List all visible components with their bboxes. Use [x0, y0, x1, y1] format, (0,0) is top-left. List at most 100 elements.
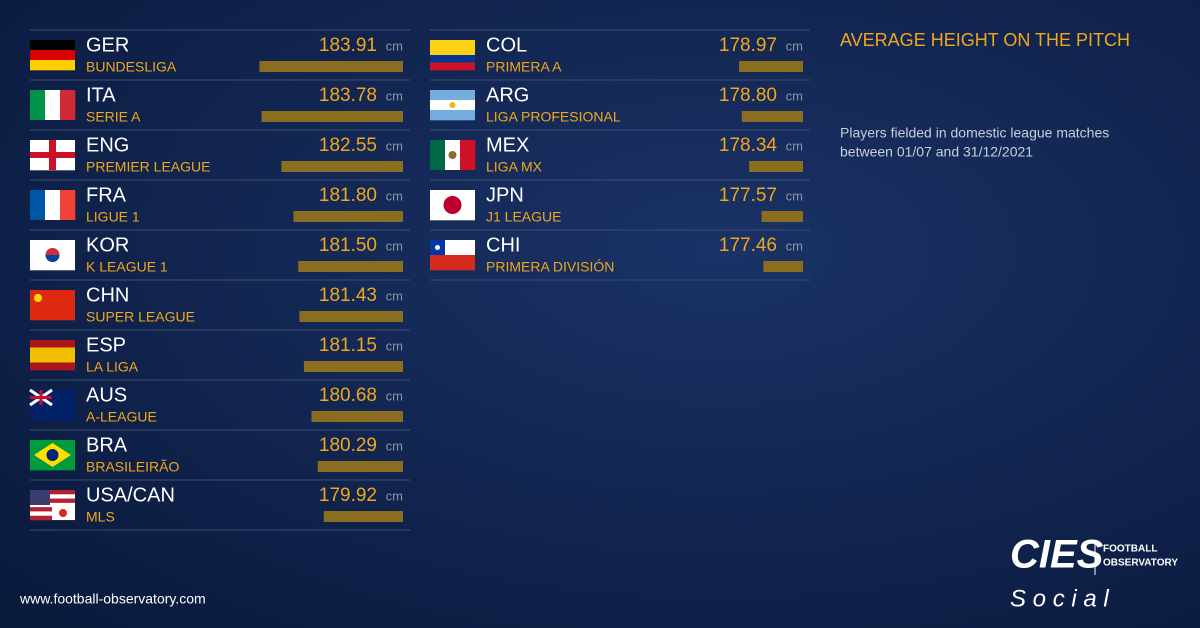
flag-part [45, 255, 60, 262]
subtitle: between 01/07 and 31/12/2021 [840, 144, 1033, 160]
flag-part [30, 362, 75, 371]
flag-part [30, 494, 75, 499]
bar [281, 161, 403, 172]
value-label: 179.92 [319, 485, 377, 506]
value-label: 182.55 [319, 135, 377, 156]
country-code: MEX [486, 134, 529, 156]
flag-part [430, 47, 475, 56]
unit-label: cm [786, 238, 803, 253]
flag-part [430, 62, 475, 71]
value-label: 178.34 [719, 135, 778, 156]
league-name: PRIMERA DIVISIÓN [486, 259, 614, 275]
league-name: K LEAGUE 1 [86, 259, 168, 275]
value-label: 181.15 [319, 335, 377, 356]
league-name: MLS [86, 509, 115, 525]
country-code: CHI [486, 234, 520, 256]
league-name: BRASILEIRÃO [86, 459, 179, 475]
flag-part [443, 196, 462, 214]
flag-part [460, 140, 476, 170]
bar [323, 511, 403, 522]
country-code: KOR [86, 234, 129, 256]
flag-part [30, 355, 75, 363]
value-label: 181.43 [319, 285, 377, 306]
unit-label: cm [386, 438, 403, 453]
league-name: LA LIGA [86, 359, 139, 375]
unit-label: cm [786, 188, 803, 203]
country-code: ESP [86, 334, 126, 356]
bar [299, 311, 403, 322]
country-code: COL [486, 34, 527, 56]
bar [741, 111, 803, 122]
country-code: CHN [86, 284, 129, 306]
country-code: FRA [86, 184, 127, 206]
league-name: LIGUE 1 [86, 209, 140, 225]
value-label: 177.46 [719, 235, 777, 256]
bar [293, 211, 403, 222]
flag-part [46, 449, 59, 461]
league-name: SERIE A [86, 109, 141, 125]
unit-label: cm [386, 138, 403, 153]
flag-part [435, 245, 440, 250]
league-name: PREMIER LEAGUE [86, 159, 210, 175]
flag-part [30, 340, 75, 348]
logo: CIES [1010, 533, 1104, 577]
flag-part [30, 90, 46, 120]
value-label: 181.80 [319, 185, 377, 206]
flag-part [45, 190, 61, 220]
unit-label: cm [786, 88, 803, 103]
tagline: S o c i a l [1010, 585, 1109, 612]
value-label: 178.97 [719, 35, 777, 56]
bar [763, 261, 803, 272]
subtitle: Players fielded in domestic league match… [840, 125, 1109, 141]
unit-label: cm [386, 38, 403, 53]
logo-sub: FOOTBALL [1103, 544, 1157, 555]
flag-part [30, 190, 46, 220]
value-label: 177.57 [719, 185, 777, 206]
bar [739, 61, 803, 72]
flag-part [30, 40, 75, 51]
unit-label: cm [386, 388, 403, 403]
bar [317, 461, 403, 472]
value-label: 181.50 [319, 235, 377, 256]
bar [261, 111, 403, 122]
flag-part [60, 190, 76, 220]
unit-label: cm [786, 138, 803, 153]
unit-label: cm [386, 88, 403, 103]
flag-part [30, 498, 75, 504]
league-name: SUPER LEAGUE [86, 309, 195, 325]
unit-label: cm [786, 38, 803, 53]
value-label: 183.78 [319, 85, 377, 106]
country-code: GER [86, 34, 129, 56]
league-name: LIGA PROFESIONAL [486, 109, 621, 125]
flag-part [430, 255, 475, 271]
league-name: LIGA MX [486, 159, 543, 175]
unit-label: cm [386, 188, 403, 203]
flag-part [60, 90, 76, 120]
flag-part [430, 140, 446, 170]
flag-part [34, 294, 42, 302]
value-label: 178.80 [719, 85, 777, 106]
bar [298, 261, 403, 272]
league-name: A-LEAGUE [86, 409, 157, 425]
logo-sub: OBSERVATORY [1103, 558, 1178, 569]
unit-label: cm [386, 338, 403, 353]
league-name: J1 LEAGUE [486, 209, 561, 225]
flag-part [448, 151, 457, 159]
flag-part [449, 102, 456, 108]
unit-label: cm [386, 488, 403, 503]
flag-part [30, 347, 75, 356]
flag-part [30, 50, 75, 61]
bar [311, 411, 403, 422]
bar [761, 211, 803, 222]
country-code: USA/CAN [86, 484, 175, 506]
country-code: ITA [86, 84, 116, 106]
website: www.football-observatory.com [19, 591, 206, 607]
value-label: 180.68 [319, 385, 377, 406]
unit-label: cm [386, 238, 403, 253]
flag-part [430, 110, 475, 121]
bar [749, 161, 803, 172]
bar [303, 361, 403, 372]
flag-part [30, 490, 50, 505]
